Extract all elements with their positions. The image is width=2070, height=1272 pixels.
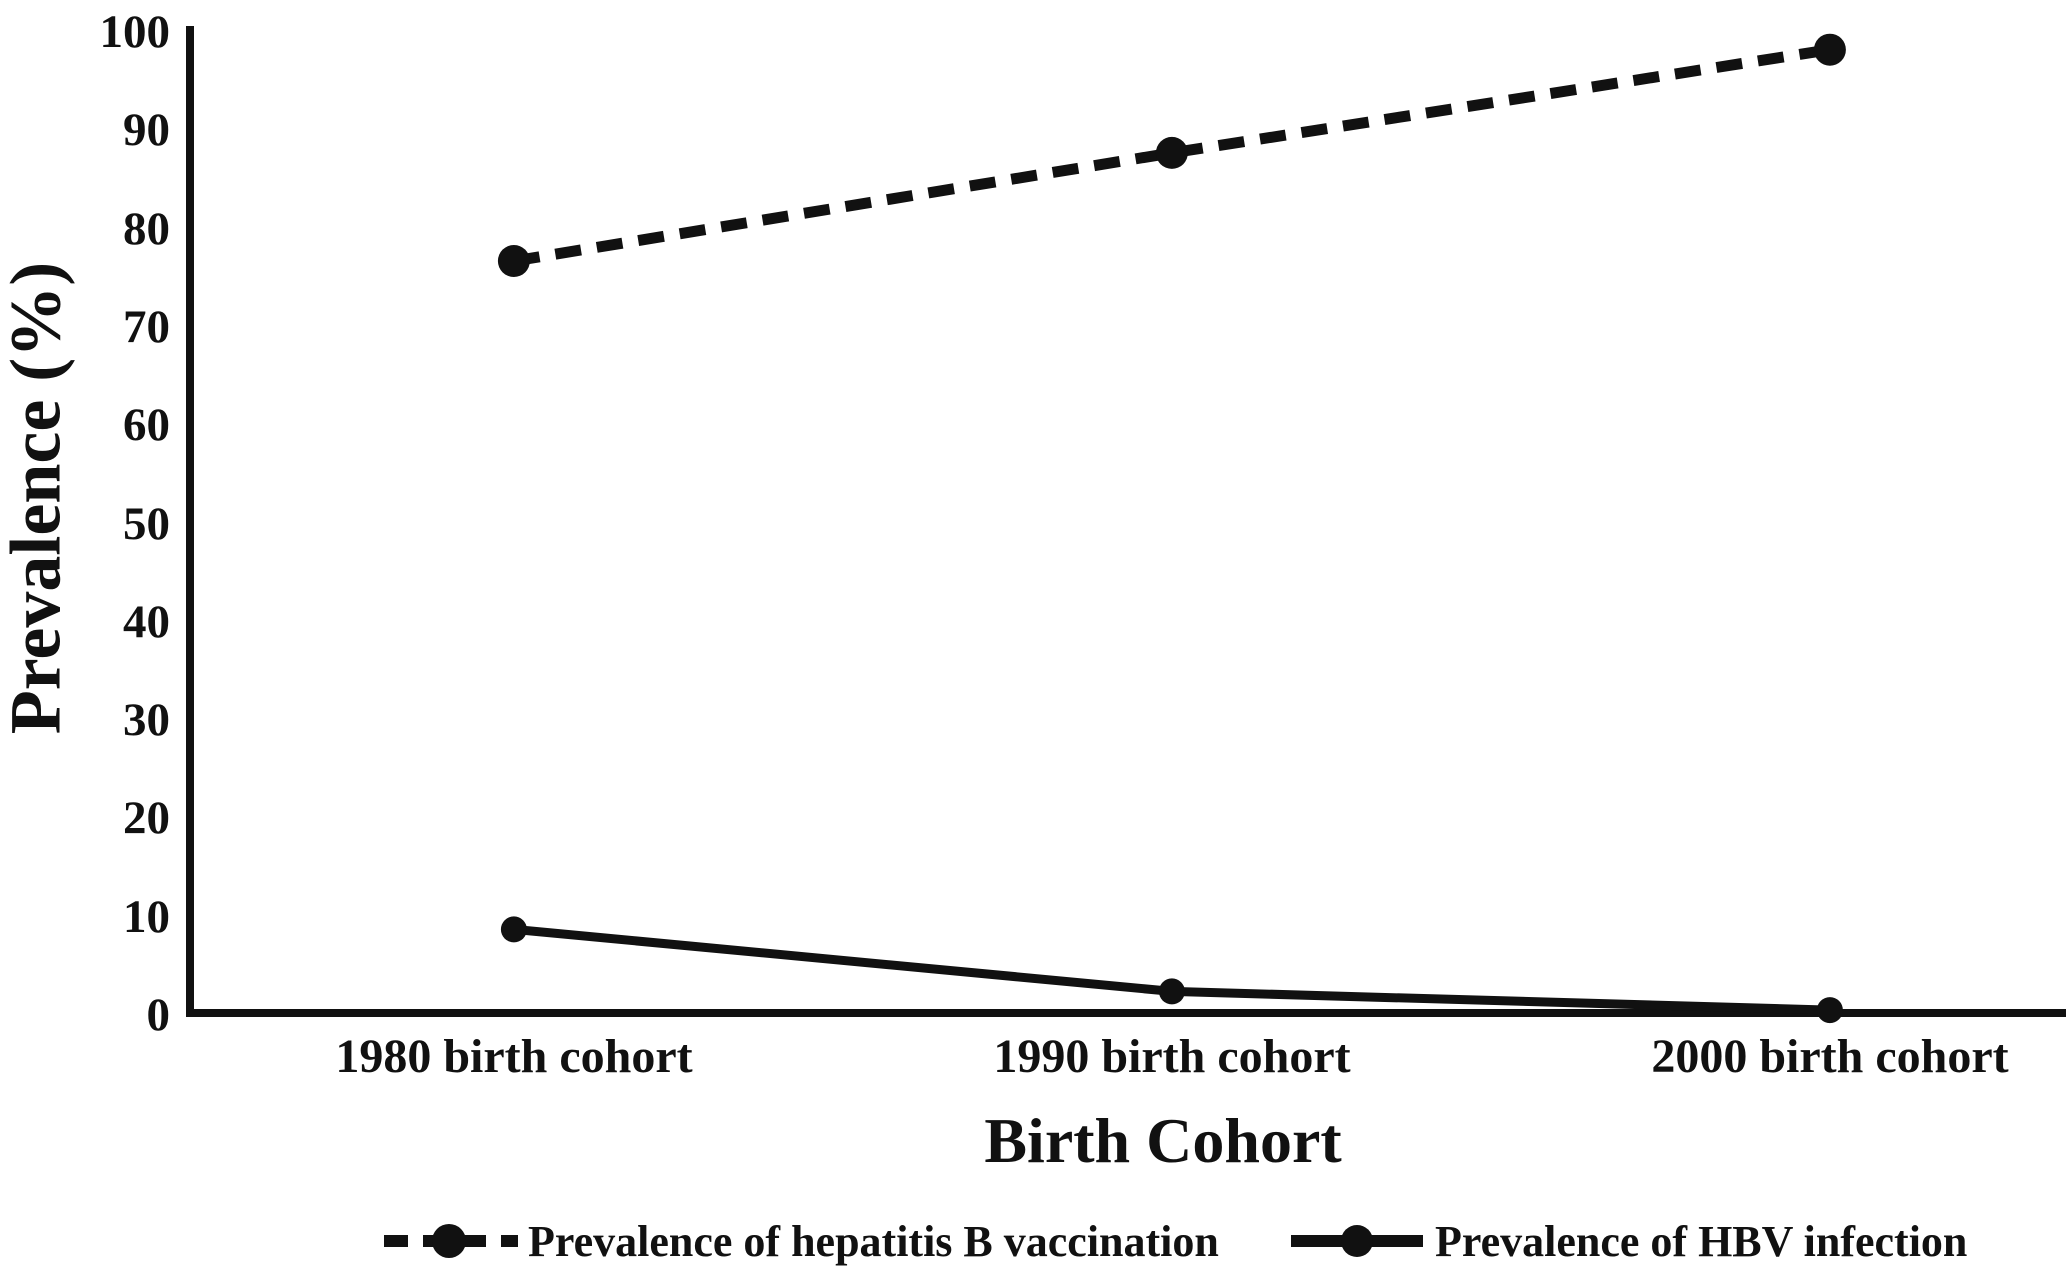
y-tick-label: 40 — [123, 596, 170, 648]
series-line-dashed — [513, 44, 1831, 267]
y-tick-label: 60 — [123, 399, 170, 451]
solid-line-marker-icon — [1291, 1225, 1423, 1257]
data-point-marker — [497, 245, 530, 277]
x-category-label: 1980 birth cohort — [335, 1030, 692, 1083]
y-tick-label: 10 — [123, 891, 170, 943]
data-point-marker — [500, 916, 527, 943]
y-tick-label: 50 — [123, 498, 170, 550]
data-point-marker — [1813, 33, 1846, 66]
legend-item-vaccination: Prevalence of hepatitis B vaccination — [382, 1210, 1219, 1272]
x-category-label: 2000 birth cohort — [1651, 1030, 2008, 1083]
data-point-marker — [1158, 978, 1185, 1005]
y-axis-title: Prevalence (%) — [0, 261, 76, 735]
dashed-line-marker-icon — [384, 1224, 518, 1258]
legend-item-infection: Prevalence of HBV infection — [1287, 1210, 1967, 1272]
legend-label-vaccination: Prevalence of hepatitis B vaccination — [528, 1217, 1219, 1266]
y-tick-label: 70 — [123, 301, 170, 353]
x-category-label: 1990 birth cohort — [993, 1030, 1350, 1083]
y-tick-label: 100 — [100, 6, 171, 58]
y-tick-label: 0 — [147, 989, 171, 1041]
y-tick-label: 20 — [123, 792, 170, 844]
axes — [186, 26, 2066, 1017]
y-tick-label: 30 — [123, 694, 170, 746]
data-point-marker — [1155, 136, 1188, 169]
y-tick-label: 80 — [123, 203, 170, 255]
y-tick-label: 90 — [123, 104, 170, 156]
legend-label-infection: Prevalence of HBV infection — [1435, 1217, 1968, 1266]
data-point-marker — [1816, 997, 1843, 1024]
x-axis-title: Birth Cohort — [984, 1105, 1342, 1176]
